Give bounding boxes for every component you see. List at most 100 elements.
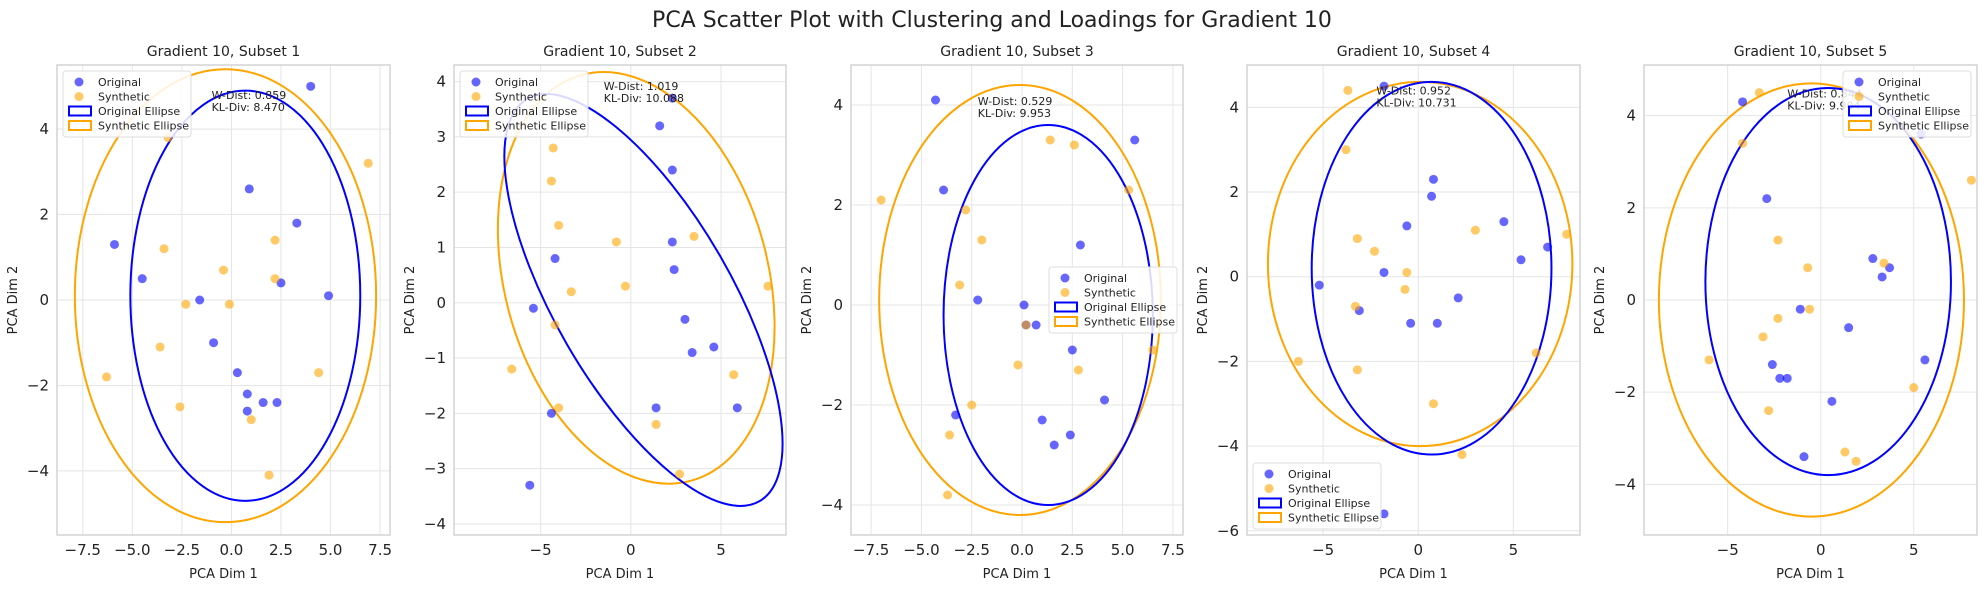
original-point [306,81,316,91]
original-point [242,406,252,416]
original-point [669,265,679,275]
original-point [709,342,719,352]
synthetic-point [1400,284,1410,294]
synthetic-point [1021,320,1031,330]
synthetic-point [554,403,564,413]
original-point [667,93,677,103]
x-axis-label: PCA Dim 1 [1776,567,1845,582]
y-tick-label: 2 [39,206,49,224]
synthetic-point [219,265,228,275]
synthetic-point [1148,345,1158,355]
original-point [1827,396,1837,406]
synthetic-point [1909,383,1919,393]
synthetic-point [1531,348,1541,358]
original-point [1795,304,1805,314]
original-point [232,368,242,378]
legend-label: Original Ellipse [1288,497,1370,510]
x-tick-label: −2.5 [954,541,990,559]
legend-label: Synthetic [98,91,150,104]
original-point [209,338,219,348]
synthetic-point [1352,234,1362,244]
synthetic-point [943,490,953,500]
original-point [1428,174,1438,184]
legend-label: Synthetic Ellipse [98,120,189,133]
y-tick-label: 0 [833,296,843,314]
synthetic-point [620,281,630,291]
legend-label: Original Ellipse [495,105,577,118]
synthetic-point [763,281,773,291]
legend-label: Synthetic Ellipse [1878,120,1969,133]
subplot-1: −7.5 −5.0 −2.5 0.0 2.5 5.0 7.5 −4 −2 0 2 4 W-Dist: 0… [6,44,392,582]
original-point [1402,221,1412,231]
original-point [1877,272,1887,282]
y-tick-label: −3 [424,460,446,478]
original-point [1037,415,1047,425]
synthetic-point [548,143,558,153]
synthetic-point [1069,140,1079,150]
y-tick-label: 0 [436,294,446,312]
figure-title: PCA Scatter Plot with Clustering and Loa… [652,8,1332,33]
synthetic-point [1754,88,1764,98]
synthetic-point [181,299,191,309]
stat-text: W-Dist: 1.019 [604,80,679,93]
synthetic-point [1803,263,1813,273]
synthetic-point [1341,145,1351,155]
synthetic-point [1045,135,1055,145]
plot-frame [1643,64,1978,536]
synthetic-point [270,274,280,284]
legend-label: Synthetic Ellipse [1288,512,1379,525]
legend-original-ellipse-swatch [1054,301,1078,313]
synthetic-point [1013,360,1023,370]
legend-original-marker [471,77,481,87]
x-tick-label: 0 [1816,541,1826,559]
y-tick-label: 0 [1229,268,1239,286]
legend-synthetic-ellipse-swatch [1848,120,1872,131]
original-point [732,403,742,413]
y-tick-label: −2 [1217,352,1239,370]
synthetic-point [270,235,280,245]
legend-label: Synthetic [1878,91,1930,104]
original-point [292,218,302,228]
synthetic-point [967,400,977,410]
x-axis-label: PCA Dim 1 [983,567,1052,582]
original-point [1019,300,1029,310]
synthetic-point [1738,138,1748,148]
x-tick-label: 2.5 [1060,541,1084,559]
synthetic-point [1343,85,1353,95]
x-tick-label: 5.0 [1111,541,1135,559]
synthetic-point [876,195,886,205]
x-tick-label: −7.5 [853,541,889,559]
subplot-title: Gradient 10, Subset 5 [1734,44,1888,60]
original-point [1031,320,1041,330]
y-tick-label: 4 [1229,98,1239,116]
synthetic-point [1851,456,1861,466]
original-point [1314,280,1324,290]
subplot-title: Gradient 10, Subset 1 [147,44,301,60]
x-tick-label: −7.5 [65,541,101,559]
synthetic-point [224,299,234,309]
legend-label: Original Ellipse [1878,105,1960,118]
y-axis-label: PCA Dim 2 [403,266,418,335]
legend-synthetic-marker [471,92,481,101]
y-tick-label: 4 [39,120,49,138]
legend-label: Original Ellipse [1084,301,1166,314]
legend-label: Original Ellipse [98,105,180,118]
y-axis-label: PCA Dim 2 [1593,266,1608,335]
original-point [667,165,677,175]
synthetic-point [1350,301,1360,311]
x-axis-label: PCA Dim 1 [586,567,655,582]
original-point [1406,318,1416,328]
synthetic-point [1773,313,1783,323]
synthetic-point [961,205,971,215]
y-tick-label: 4 [833,96,843,114]
synthetic-point [102,372,112,382]
stat-text: KL-Div: 10.731 [1376,97,1456,110]
legend-synthetic-marker [1060,288,1070,297]
y-axis-label: PCA Dim 2 [800,266,815,335]
legend-label: Synthetic Ellipse [1084,316,1175,329]
